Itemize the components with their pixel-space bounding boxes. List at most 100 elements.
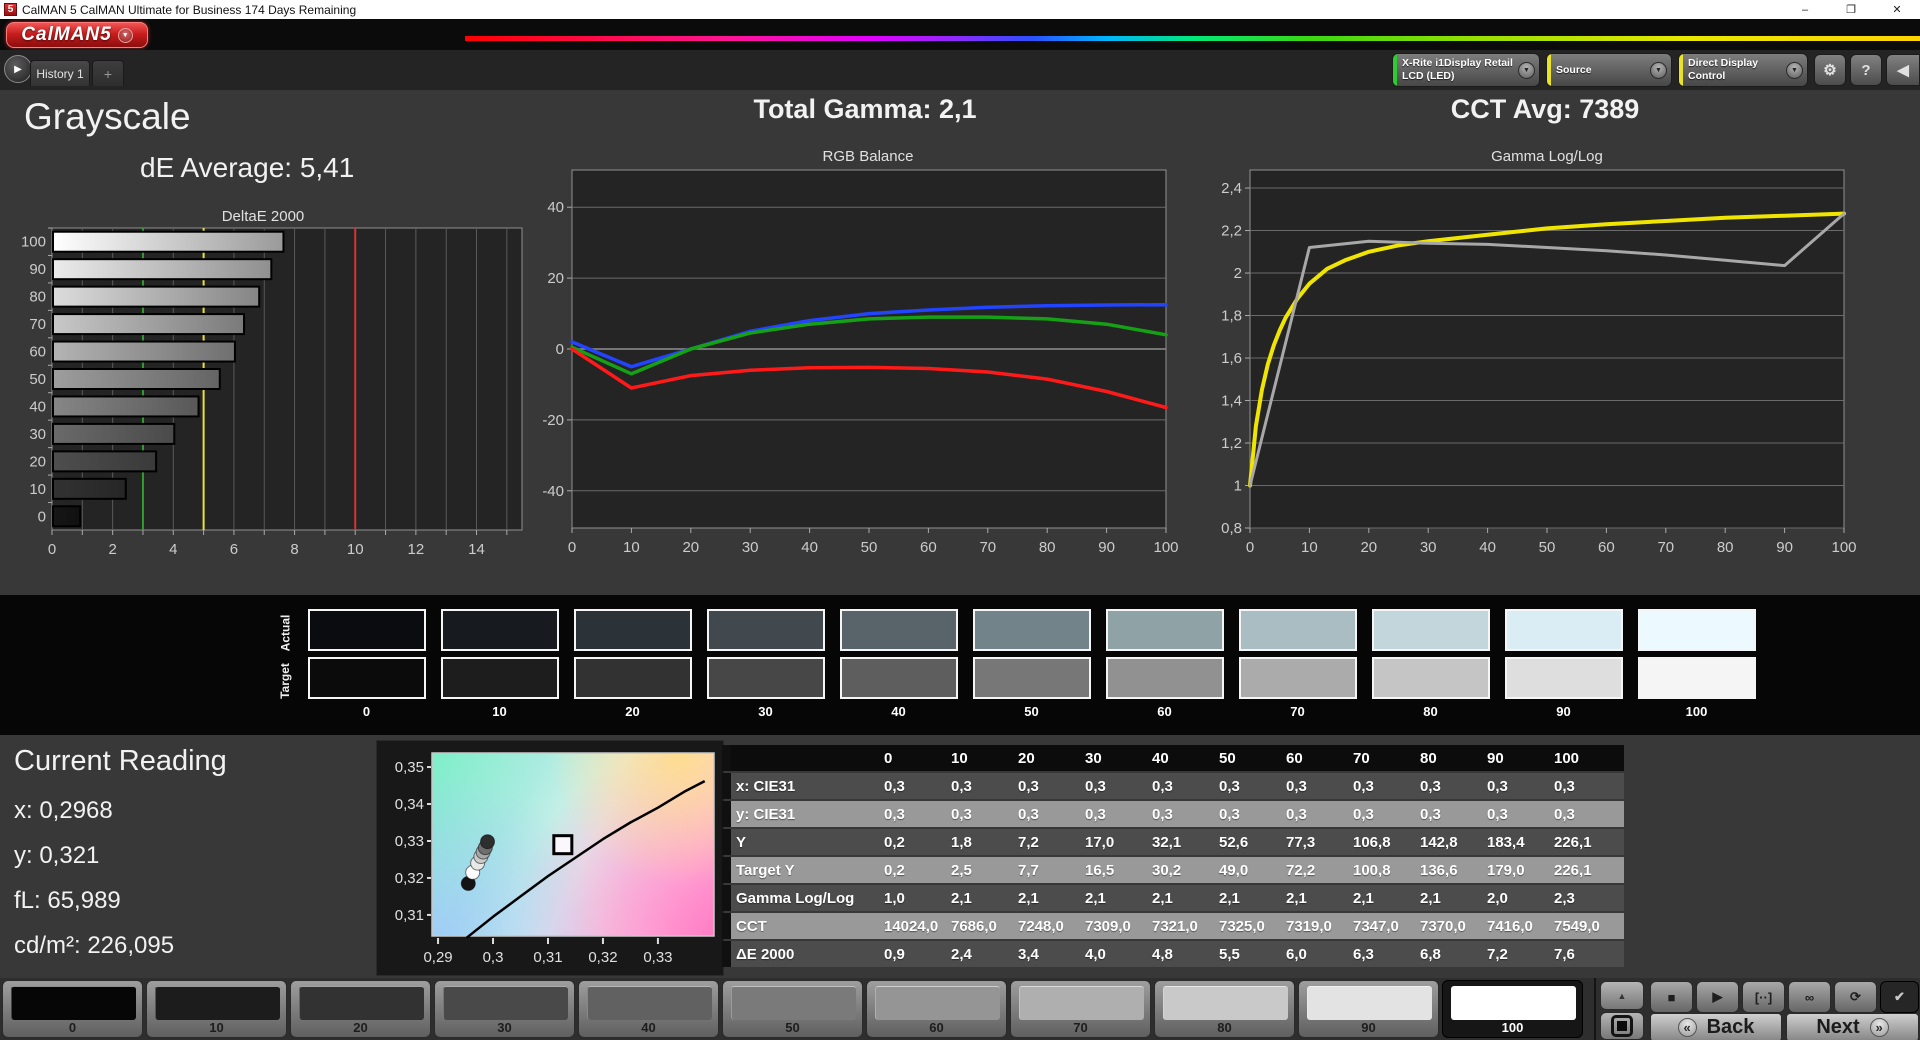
stop-button[interactable]: ■ xyxy=(1650,981,1693,1013)
play-button[interactable]: ▶ xyxy=(1696,981,1739,1013)
level-button-80[interactable]: 80 xyxy=(1154,980,1295,1038)
level-button-label: 60 xyxy=(929,1020,944,1035)
level-button-label: 90 xyxy=(1361,1020,1376,1035)
settings-gear-button[interactable]: ⚙ xyxy=(1814,54,1846,86)
level-button-label: 40 xyxy=(641,1020,656,1035)
table-row-label: CCT xyxy=(736,917,767,935)
minimize-button[interactable]: – xyxy=(1801,3,1809,16)
swatch-level-label: 90 xyxy=(1556,704,1571,719)
table-cell: 0,3 xyxy=(1554,805,1575,823)
total-gamma-value: Total Gamma: 2,1 xyxy=(753,94,977,124)
table-row: ΔE 2000 0,9 2,4 3,4 4,0 4,8 5,5 6,0 6,3 6,8 7,2 7,6 xyxy=(722,941,1624,967)
tab-nav-button[interactable]: ▶ xyxy=(4,55,32,83)
level-button-10[interactable]: 10 xyxy=(146,980,287,1038)
page-title: Grayscale xyxy=(24,96,191,137)
svg-text:1,2: 1,2 xyxy=(1221,435,1242,452)
svg-text:30: 30 xyxy=(742,539,759,556)
level-button-50[interactable]: 50 xyxy=(722,980,863,1038)
svg-text:2: 2 xyxy=(108,541,116,558)
table-header-cell: 50 xyxy=(1219,749,1236,767)
meter-dropdown[interactable]: X-Rite i1Display Retail LCD (LED) ▼ xyxy=(1392,53,1540,87)
close-button[interactable]: ✕ xyxy=(1892,4,1902,16)
tab-add-button[interactable]: + xyxy=(92,60,124,86)
table-cell: 2,1 xyxy=(1018,889,1039,907)
logo-bar: CalMAN5 ▼ xyxy=(0,19,1920,50)
table-cell: 2,1 xyxy=(1152,889,1173,907)
level-button-100[interactable]: 100 xyxy=(1442,980,1583,1038)
table-cell: 32,1 xyxy=(1152,833,1182,851)
next-button[interactable]: Next » xyxy=(1786,1013,1919,1040)
table-cell: 0,3 xyxy=(1018,805,1039,823)
svg-text:0: 0 xyxy=(568,539,576,556)
table-cell: 49,0 xyxy=(1219,861,1249,879)
svg-text:1,8: 1,8 xyxy=(1221,308,1242,325)
svg-text:10: 10 xyxy=(347,541,364,558)
collapse-strip-button[interactable]: ▲ xyxy=(1600,981,1644,1010)
table-cell: 7347,0 xyxy=(1353,917,1399,935)
toolbar-row: ▶ History 1 + X-Rite i1Display Retail LC… xyxy=(0,50,1920,90)
svg-text:4: 4 xyxy=(169,541,177,558)
svg-text:20: 20 xyxy=(682,539,699,556)
window-pattern-icon xyxy=(1611,1015,1633,1037)
table-row: Gamma Log/Log 1,0 2,1 2,1 2,1 2,1 2,1 2,1 2,1 2,1… xyxy=(722,885,1624,911)
swatch-level-label: 40 xyxy=(891,704,906,719)
continuous-read-button[interactable]: ∞ xyxy=(1788,981,1831,1013)
svg-text:50: 50 xyxy=(1539,539,1556,556)
grayscale-swatch-band: Actual Target 0 10 20 30 40 50 60 70 80 90 100 xyxy=(0,595,1920,735)
table-cell: 226,1 xyxy=(1554,833,1592,851)
back-button[interactable]: « Back xyxy=(1650,1013,1782,1040)
level-button-90[interactable]: 90 xyxy=(1298,980,1439,1038)
tab-history-1[interactable]: History 1 xyxy=(30,60,90,86)
table-cell: 0,3 xyxy=(1152,805,1173,823)
target-swatch xyxy=(706,657,825,699)
refresh-button[interactable]: ⟳ xyxy=(1834,981,1877,1013)
svg-text:1: 1 xyxy=(1234,478,1242,495)
level-button-30[interactable]: 30 xyxy=(434,980,575,1038)
table-header-cell: 70 xyxy=(1353,749,1370,767)
meter-status-stripe xyxy=(1393,54,1397,86)
target-row-label: Target xyxy=(278,663,293,699)
svg-text:70: 70 xyxy=(29,316,46,333)
calman-logo-button[interactable]: CalMAN5 ▼ xyxy=(6,22,148,48)
table-cell: 0,9 xyxy=(884,945,905,963)
display-control-dropdown[interactable]: Direct Display Control ▼ xyxy=(1678,53,1808,87)
table-cell: 2,3 xyxy=(1554,889,1575,907)
level-button-40[interactable]: 40 xyxy=(578,980,719,1038)
table-header-row: 0 10 20 30 40 50 60 70 80 90 100 xyxy=(722,745,1624,771)
table-header-cell: 80 xyxy=(1420,749,1437,767)
table-header-cell xyxy=(731,745,879,771)
level-button-0[interactable]: 0 xyxy=(2,980,143,1038)
maximize-button[interactable]: ❐ xyxy=(1846,4,1856,16)
level-swatch xyxy=(587,986,712,1020)
swatch-columns: 0 10 20 30 40 50 60 70 80 90 100 xyxy=(300,609,1763,719)
series-read-button[interactable]: [··] xyxy=(1742,981,1785,1013)
level-button-20[interactable]: 20 xyxy=(290,980,431,1038)
swatch-column-30: 30 xyxy=(699,609,832,719)
confirm-button[interactable]: ✔ xyxy=(1880,981,1919,1013)
table-cell: 1,8 xyxy=(951,833,972,851)
table-cell: 142,8 xyxy=(1420,833,1458,851)
charts-area: Grayscale dE Average: 5,41 Total Gamma: … xyxy=(0,90,1920,595)
level-button-60[interactable]: 60 xyxy=(866,980,1007,1038)
table-cell: 7,2 xyxy=(1487,945,1508,963)
actual-swatch xyxy=(440,609,559,651)
help-button[interactable]: ? xyxy=(1850,54,1882,86)
table-cell: 0,3 xyxy=(1152,777,1173,795)
svg-text:50: 50 xyxy=(29,371,46,388)
rgb-balance-chart-title: RGB Balance xyxy=(822,148,914,165)
gamma-loglog-chart: 2,4 2,2 2 1,8 1,6 1,4 1,2 1 0,80 10 20 30 40 50 60 70 80… xyxy=(1221,169,1857,556)
level-button-70[interactable]: 70 xyxy=(1010,980,1151,1038)
chevron-down-icon: ▼ xyxy=(117,27,133,43)
source-dropdown[interactable]: Source ▼ xyxy=(1546,53,1672,87)
table-cell: 16,5 xyxy=(1085,861,1115,879)
table-cell: 4,0 xyxy=(1085,945,1106,963)
svg-text:90: 90 xyxy=(1776,539,1793,556)
target-swatch xyxy=(1238,657,1357,699)
svg-text:50: 50 xyxy=(861,539,878,556)
svg-text:0,3: 0,3 xyxy=(483,949,504,966)
level-swatch xyxy=(1307,986,1432,1020)
table-cell: 0,3 xyxy=(884,777,905,795)
side-panel-toggle-button[interactable]: ◀ xyxy=(1886,54,1920,86)
chevron-down-icon: ▼ xyxy=(1518,61,1535,79)
window-pattern-button[interactable] xyxy=(1600,1012,1644,1040)
